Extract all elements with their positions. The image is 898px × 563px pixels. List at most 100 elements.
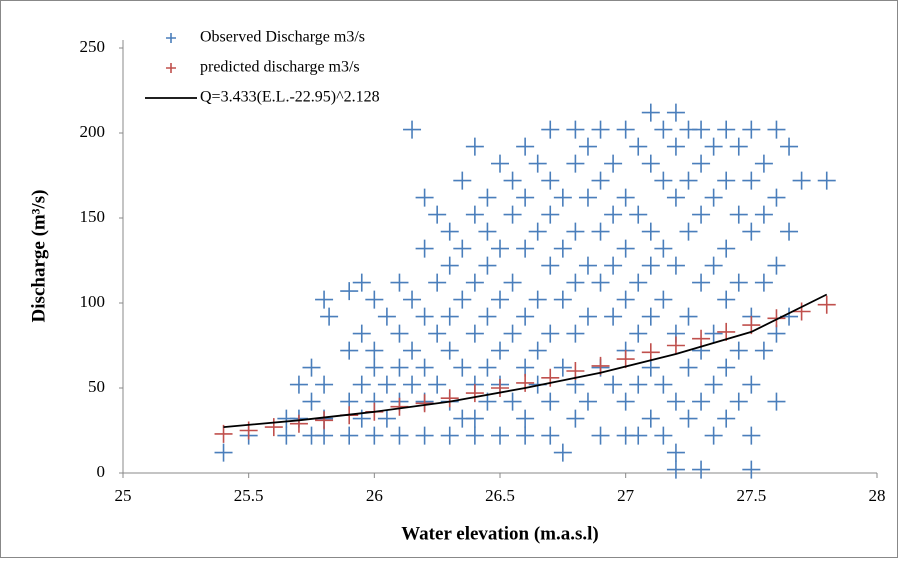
point — [616, 392, 635, 411]
point — [528, 341, 547, 360]
point — [541, 171, 560, 190]
point — [654, 171, 673, 190]
point — [641, 103, 660, 122]
point — [591, 222, 610, 241]
point — [742, 460, 761, 479]
point — [666, 188, 685, 207]
point — [729, 137, 748, 156]
y-axis-label: Discharge (m³/s) — [28, 190, 49, 323]
point — [679, 171, 698, 190]
point — [491, 239, 509, 258]
point — [616, 188, 635, 207]
point — [817, 295, 836, 314]
point — [679, 409, 698, 428]
point — [340, 341, 359, 360]
point — [440, 307, 459, 326]
point — [566, 324, 585, 343]
point — [717, 322, 736, 341]
point — [616, 290, 635, 309]
point — [666, 336, 685, 355]
point — [742, 120, 761, 139]
point — [541, 205, 560, 224]
point — [390, 273, 409, 292]
point — [817, 171, 836, 190]
point — [717, 358, 736, 377]
point — [289, 414, 308, 433]
point — [440, 222, 459, 241]
point — [453, 239, 472, 258]
point — [578, 137, 597, 156]
point — [302, 392, 321, 411]
point — [666, 103, 685, 122]
legend-label: predicted discharge m3/s — [200, 59, 360, 76]
point — [654, 290, 673, 309]
point — [491, 154, 509, 173]
point — [692, 273, 711, 292]
legend-label: Q=3.433(E.L.-22.95)^2.128 — [200, 89, 380, 106]
point — [491, 426, 509, 445]
point — [629, 205, 648, 224]
point — [428, 324, 447, 343]
point — [604, 307, 623, 326]
point — [516, 137, 535, 156]
point — [528, 222, 547, 241]
point — [491, 290, 509, 309]
point — [315, 411, 334, 430]
y-tick-label: 250 — [80, 37, 106, 56]
point — [629, 324, 648, 343]
point — [704, 324, 723, 343]
point — [465, 137, 484, 156]
point — [415, 358, 434, 377]
point — [717, 409, 736, 428]
point — [754, 273, 773, 292]
point — [377, 307, 396, 326]
point — [591, 426, 610, 445]
point — [742, 222, 761, 241]
point — [767, 309, 786, 328]
point — [666, 443, 685, 462]
point — [465, 426, 484, 445]
point — [516, 188, 535, 207]
point — [578, 188, 597, 207]
point — [666, 256, 685, 275]
point — [415, 426, 434, 445]
fit-line — [223, 293, 828, 428]
point — [302, 358, 321, 377]
point — [629, 137, 648, 156]
point — [428, 375, 447, 394]
point — [692, 329, 711, 348]
point — [591, 273, 610, 292]
point — [403, 375, 422, 394]
point — [440, 256, 459, 275]
point — [754, 205, 773, 224]
point — [666, 137, 685, 156]
point — [478, 307, 497, 326]
point — [377, 409, 396, 428]
point — [780, 222, 799, 241]
x-tick-label: 25 — [115, 486, 132, 505]
point — [365, 290, 384, 309]
point — [641, 154, 660, 173]
point — [679, 307, 698, 326]
point — [415, 239, 434, 258]
y-tick-label: 0 — [97, 462, 106, 481]
point — [616, 239, 635, 258]
point — [704, 426, 723, 445]
y-tick-label: 100 — [80, 292, 106, 311]
point — [478, 222, 497, 241]
point — [717, 171, 736, 190]
point — [641, 222, 660, 241]
point — [742, 375, 761, 394]
point — [264, 418, 283, 437]
point — [729, 392, 748, 411]
point — [553, 188, 572, 207]
point — [666, 392, 685, 411]
point — [315, 290, 334, 309]
point — [352, 375, 371, 394]
point — [315, 426, 334, 445]
point — [516, 358, 535, 377]
point — [516, 307, 535, 326]
x-axis-label: Water elevation (m.a.s.l) — [401, 523, 599, 544]
point — [704, 256, 723, 275]
